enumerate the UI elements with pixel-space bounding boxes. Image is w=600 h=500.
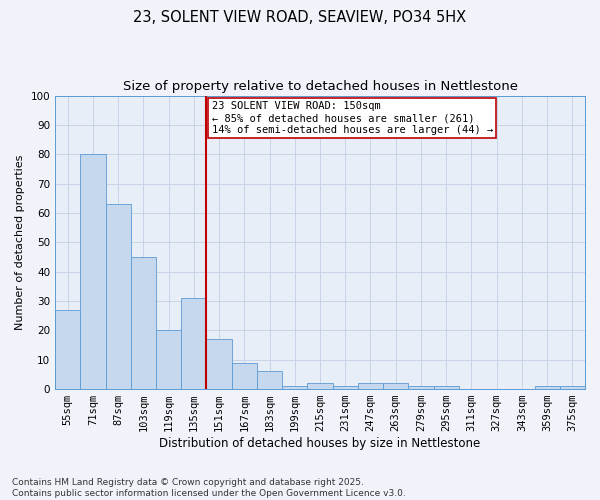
Bar <box>55 310 80 389</box>
Bar <box>535 386 560 389</box>
Bar <box>307 383 332 389</box>
Text: 23, SOLENT VIEW ROAD, SEAVIEW, PO34 5HX: 23, SOLENT VIEW ROAD, SEAVIEW, PO34 5HX <box>133 10 467 25</box>
Bar <box>257 372 282 389</box>
Title: Size of property relative to detached houses in Nettlestone: Size of property relative to detached ho… <box>122 80 518 93</box>
Bar <box>434 386 459 389</box>
Bar <box>232 362 257 389</box>
Bar <box>358 383 383 389</box>
Bar <box>409 386 434 389</box>
Bar <box>206 339 232 389</box>
Bar <box>181 298 206 389</box>
Text: Contains HM Land Registry data © Crown copyright and database right 2025.
Contai: Contains HM Land Registry data © Crown c… <box>12 478 406 498</box>
X-axis label: Distribution of detached houses by size in Nettlestone: Distribution of detached houses by size … <box>160 437 481 450</box>
Bar <box>156 330 181 389</box>
Bar <box>383 383 409 389</box>
Bar <box>282 386 307 389</box>
Bar <box>80 154 106 389</box>
Bar <box>106 204 131 389</box>
Bar <box>560 386 585 389</box>
Text: 23 SOLENT VIEW ROAD: 150sqm
← 85% of detached houses are smaller (261)
14% of se: 23 SOLENT VIEW ROAD: 150sqm ← 85% of det… <box>212 102 493 134</box>
Bar <box>131 257 156 389</box>
Bar <box>332 386 358 389</box>
Y-axis label: Number of detached properties: Number of detached properties <box>15 154 25 330</box>
